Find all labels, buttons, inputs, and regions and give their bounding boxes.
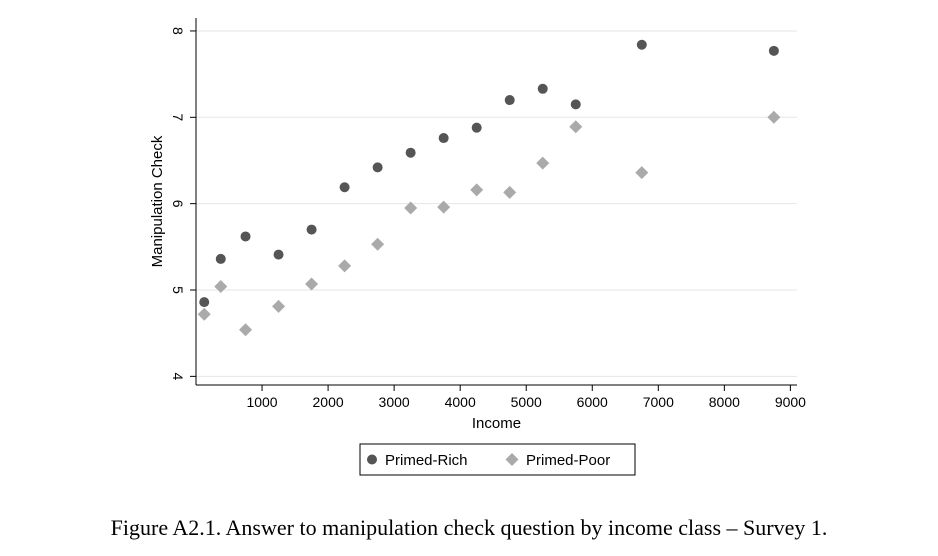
x-tick-label-2000: 2000 xyxy=(313,394,344,410)
point-primed-rich-0 xyxy=(199,297,210,308)
point-primed-rich-12 xyxy=(570,99,581,110)
grid-lines xyxy=(196,30,797,377)
point-primed-rich-14 xyxy=(768,45,779,56)
y-tick-label-5: 5 xyxy=(170,286,186,294)
point-primed-poor-3 xyxy=(272,299,286,313)
point-primed-poor-6 xyxy=(371,237,385,251)
legend-label-primed-rich: Primed-Rich xyxy=(385,452,468,469)
y-tick-label-4: 4 xyxy=(170,372,186,380)
point-primed-rich-13 xyxy=(636,39,647,50)
legend-box xyxy=(359,443,636,476)
x-tick-label-3000: 3000 xyxy=(379,394,410,410)
point-primed-poor-8 xyxy=(437,200,451,214)
point-primed-poor-5 xyxy=(338,259,352,273)
x-tick-label-7000: 7000 xyxy=(643,394,674,410)
point-primed-poor-11 xyxy=(536,156,550,170)
point-primed-poor-4 xyxy=(305,277,319,291)
point-primed-poor-1 xyxy=(214,280,228,294)
y-tick-label-8: 8 xyxy=(170,27,186,35)
point-primed-poor-9 xyxy=(470,183,484,197)
point-primed-poor-10 xyxy=(503,185,517,199)
data-points xyxy=(197,39,781,337)
point-primed-rich-4 xyxy=(306,224,317,235)
x-tick-label-6000: 6000 xyxy=(577,394,608,410)
x-axis-title: Income xyxy=(472,415,521,432)
scatter-chart: 4 5 6 7 8 1000 2000 3000 4000 5000 6000 7000 8000 900… xyxy=(149,18,806,476)
point-primed-rich-10 xyxy=(504,95,515,106)
x-tick-label-9000: 9000 xyxy=(775,394,806,410)
y-axis-title: Manipulation Check xyxy=(149,135,166,267)
point-primed-rich-7 xyxy=(405,147,416,158)
point-primed-rich-6 xyxy=(372,162,383,173)
point-primed-poor-14 xyxy=(767,110,781,124)
y-tick-label-6: 6 xyxy=(170,200,186,208)
axes: 4 5 6 7 8 1000 2000 3000 4000 5000 6000 7000 8000 900… xyxy=(170,18,806,410)
point-primed-rich-8 xyxy=(438,133,449,144)
point-primed-rich-3 xyxy=(273,249,284,260)
x-tick-label-1000: 1000 xyxy=(246,394,277,410)
figure-caption: Figure A2.1. Answer to manipulation chec… xyxy=(110,515,828,540)
legend-marker-primed-rich xyxy=(367,454,377,465)
point-primed-rich-5 xyxy=(339,182,350,193)
point-primed-poor-13 xyxy=(635,166,649,180)
point-primed-poor-0 xyxy=(197,307,211,321)
legend-marker-primed-poor xyxy=(505,453,519,466)
y-tick-label-7: 7 xyxy=(170,113,186,121)
legend-label-primed-poor: Primed-Poor xyxy=(526,452,610,469)
point-primed-poor-12 xyxy=(569,120,583,134)
x-tick-label-5000: 5000 xyxy=(511,394,542,410)
point-primed-poor-2 xyxy=(239,323,253,337)
point-primed-rich-1 xyxy=(215,253,226,264)
point-primed-rich-9 xyxy=(471,122,482,133)
legend: Primed-Rich Primed-Poor xyxy=(359,443,636,476)
x-tick-label-8000: 8000 xyxy=(709,394,740,410)
x-tick-label-4000: 4000 xyxy=(445,394,476,410)
point-primed-rich-11 xyxy=(537,83,548,94)
point-primed-poor-7 xyxy=(404,201,418,215)
point-primed-rich-2 xyxy=(240,231,251,242)
